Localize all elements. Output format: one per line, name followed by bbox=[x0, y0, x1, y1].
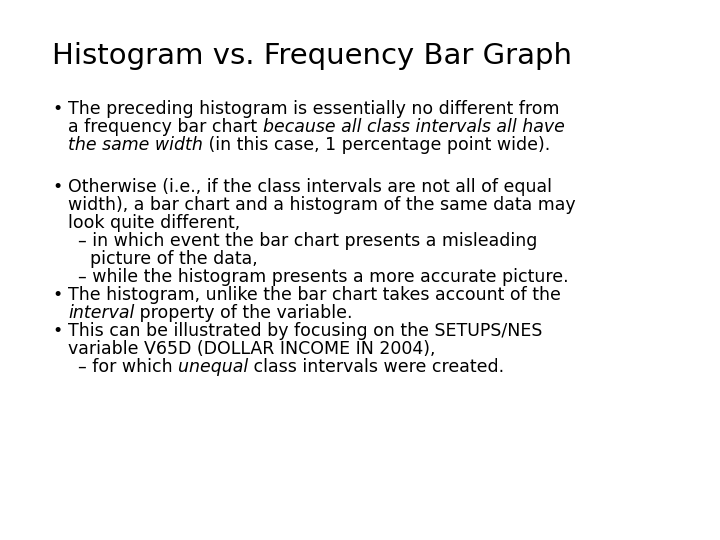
Text: This can be illustrated by focusing on the SETUPS/NES: This can be illustrated by focusing on t… bbox=[68, 322, 542, 340]
Text: unequal: unequal bbox=[178, 358, 248, 376]
Text: property of the variable.: property of the variable. bbox=[135, 304, 353, 322]
Text: class intervals were created.: class intervals were created. bbox=[248, 358, 505, 376]
Text: Otherwise (i.e., if the class intervals are not all of equal: Otherwise (i.e., if the class intervals … bbox=[68, 178, 552, 196]
Text: interval: interval bbox=[68, 304, 135, 322]
Text: The preceding histogram is essentially no different from: The preceding histogram is essentially n… bbox=[68, 100, 559, 118]
Text: •: • bbox=[52, 100, 62, 118]
Text: •: • bbox=[52, 286, 62, 304]
Text: – while the histogram presents a more accurate picture.: – while the histogram presents a more ac… bbox=[78, 268, 569, 286]
Text: – in which event the bar chart presents a misleading: – in which event the bar chart presents … bbox=[78, 232, 537, 250]
Text: look quite different,: look quite different, bbox=[68, 214, 240, 232]
Text: picture of the data,: picture of the data, bbox=[90, 250, 258, 268]
Text: – for which: – for which bbox=[78, 358, 178, 376]
Text: variable V65D (DOLLAR INCOME IN 2004),: variable V65D (DOLLAR INCOME IN 2004), bbox=[68, 340, 436, 358]
Text: The histogram, unlike the bar chart takes account of the: The histogram, unlike the bar chart take… bbox=[68, 286, 561, 304]
Text: the same width: the same width bbox=[68, 136, 203, 154]
Text: •: • bbox=[52, 322, 62, 340]
Text: •: • bbox=[52, 178, 62, 196]
Text: because all class intervals all have: because all class intervals all have bbox=[263, 118, 564, 136]
Text: a frequency bar chart: a frequency bar chart bbox=[68, 118, 263, 136]
Text: (in this case, 1 percentage point wide).: (in this case, 1 percentage point wide). bbox=[203, 136, 550, 154]
Text: width), a bar chart and a histogram of the same data may: width), a bar chart and a histogram of t… bbox=[68, 196, 575, 214]
Text: Histogram vs. Frequency Bar Graph: Histogram vs. Frequency Bar Graph bbox=[52, 42, 572, 70]
